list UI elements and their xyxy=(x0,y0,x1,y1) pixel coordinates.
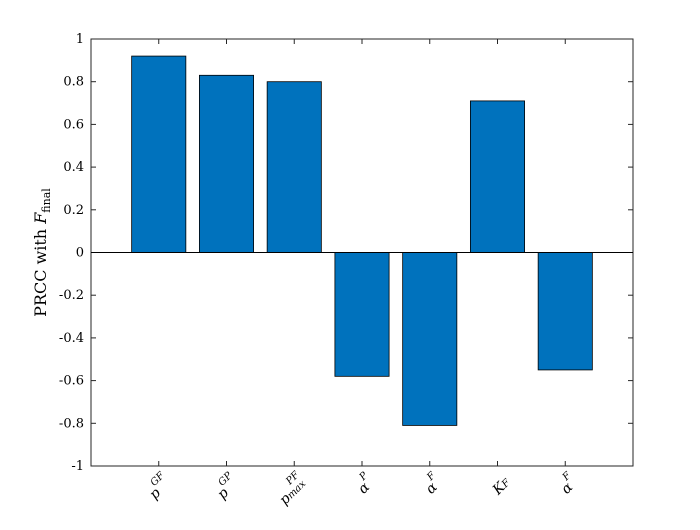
y-tick-label: 0.4 xyxy=(63,160,84,175)
x-tick-label: KF xyxy=(489,474,514,499)
category-label: pmaxPF xyxy=(272,469,311,508)
bar xyxy=(537,252,593,371)
category-label: αF xyxy=(419,470,446,497)
x-tick-label: pmaxPF xyxy=(272,469,311,508)
category-label: αP xyxy=(351,470,378,497)
bar xyxy=(198,74,254,253)
y-tick-label: -0.2 xyxy=(59,288,84,303)
category-label: pGP xyxy=(210,470,242,502)
x-tick-label: pGF xyxy=(142,470,175,503)
bar xyxy=(334,252,390,377)
x-tick-label: pGP xyxy=(210,470,242,502)
y-axis-label-sub: final xyxy=(40,188,53,213)
y-tick-label: -0.8 xyxy=(59,416,84,431)
y-tick-label: 1 xyxy=(76,32,84,47)
bar xyxy=(469,100,525,253)
category-label: αF xyxy=(554,470,581,497)
y-tick-label: -1 xyxy=(71,459,84,474)
bar xyxy=(266,81,322,253)
y-tick-label: 0.6 xyxy=(63,117,84,132)
category-label: KF xyxy=(489,474,514,499)
y-tick-label: 0.2 xyxy=(63,203,84,218)
y-tick-label: 0 xyxy=(76,246,84,261)
y-axis-label-text: PRCC with xyxy=(31,224,50,317)
y-tick-label: -0.4 xyxy=(59,331,84,346)
x-tick-label: αP xyxy=(351,470,378,497)
x-tick-label: αF xyxy=(419,470,446,497)
y-axis-label: PRCC with Ffinal xyxy=(31,188,53,317)
x-tick-label: αF xyxy=(554,470,581,497)
y-tick-label: -0.6 xyxy=(59,374,84,389)
category-label: pGF xyxy=(142,470,175,503)
y-axis-label-var: F xyxy=(31,212,50,225)
y-tick-label: 0.8 xyxy=(63,75,84,90)
bar xyxy=(402,252,458,426)
bar xyxy=(131,55,187,253)
